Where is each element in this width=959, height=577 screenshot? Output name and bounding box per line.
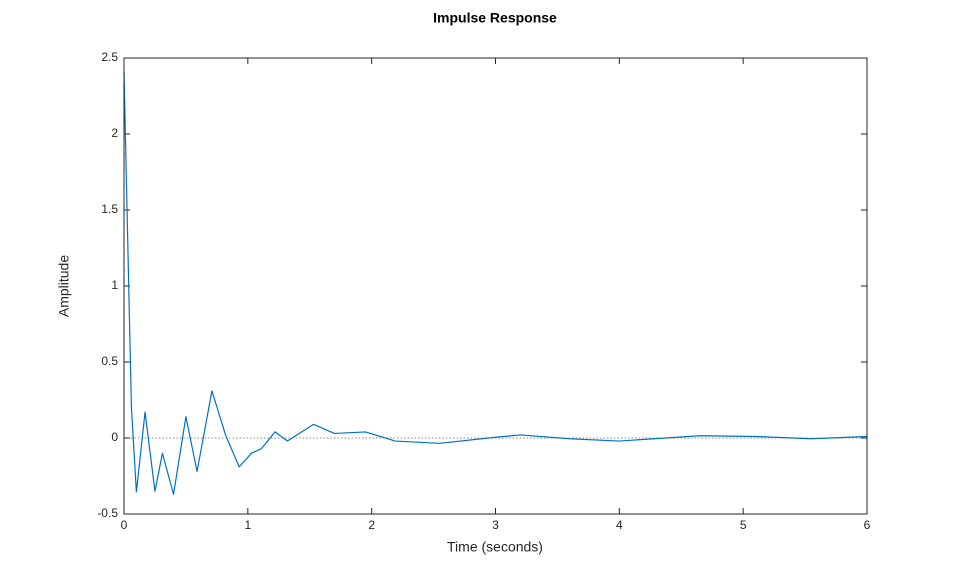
y-tick-label: -0.5 bbox=[97, 506, 118, 520]
line-series bbox=[123, 71, 868, 495]
x-tick-label: 1 bbox=[244, 518, 251, 532]
plot-frame bbox=[123, 57, 868, 515]
y-tick-label: 0.5 bbox=[101, 354, 118, 368]
y-tick-label: 2.5 bbox=[101, 50, 118, 64]
x-tick-label: 2 bbox=[368, 518, 375, 532]
chart-title: Impulse Response bbox=[433, 10, 557, 26]
x-tick-label: 6 bbox=[864, 518, 871, 532]
y-tick-label: 1.5 bbox=[101, 202, 118, 216]
x-tick-label: 0 bbox=[121, 518, 128, 532]
y-tick-label: 0 bbox=[111, 430, 118, 444]
x-axis-label: Time (seconds) bbox=[447, 539, 543, 555]
x-tick-label: 5 bbox=[740, 518, 747, 532]
y-tick-label: 1 bbox=[111, 278, 118, 292]
x-tick-label: 3 bbox=[492, 518, 499, 532]
y-axis-label: Amplitude bbox=[56, 255, 72, 317]
x-tick-label: 4 bbox=[616, 518, 623, 532]
y-tick-label: 2 bbox=[111, 126, 118, 140]
